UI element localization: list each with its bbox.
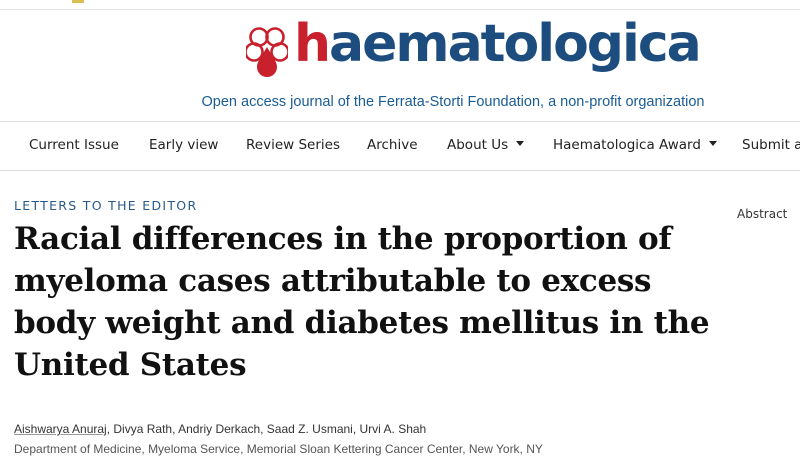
logo-wordmark-h: h (294, 14, 331, 74)
logo-wordmark: haematologica (294, 14, 702, 74)
nav-label: Archive (367, 137, 418, 153)
nav-item-haematologica-award[interactable]: Haematologica Award (553, 137, 717, 153)
sidebar-abstract-link[interactable]: Abstract (737, 207, 788, 221)
nav-label: About Us (447, 137, 509, 153)
nav-label: Early view (149, 137, 219, 153)
top-strip (0, 0, 800, 10)
article-title: Racial differences in the proportion of … (14, 221, 710, 383)
nav-label: Haematologica Award (553, 137, 701, 153)
nav-label: Review Series (246, 137, 340, 153)
author-link[interactable]: Divya Rath (113, 422, 173, 436)
logo-wordmark-rest: aematologica (329, 14, 702, 74)
nav-label: Submit a (742, 137, 800, 153)
author-affiliation: Department of Medicine, Myeloma Service,… (14, 442, 543, 456)
journal-tagline: Open access journal of the Ferrata-Stort… (201, 94, 705, 110)
nav-item-current-issue[interactable]: Current Issue (29, 137, 119, 153)
nav-label: Current Issue (29, 137, 119, 153)
nav-item-archive[interactable]: Archive (367, 137, 418, 153)
author-link[interactable]: Aishwarya Anuraj (14, 422, 107, 436)
nav-item-submit[interactable]: Submit a (742, 137, 800, 153)
logo-cells-icon (246, 27, 288, 77)
author-link[interactable]: Andriy Derkach (178, 422, 261, 436)
chevron-down-icon (708, 140, 717, 146)
author-link[interactable]: Urvi A. Shah (359, 422, 427, 436)
nav-item-early-view[interactable]: Early view (149, 137, 218, 153)
nav-item-review-series[interactable]: Review Series (246, 137, 340, 153)
section-label[interactable]: LETTERS TO THE EDITOR (14, 198, 198, 213)
top-strip-accent (72, 0, 84, 3)
nav-item-about-us[interactable]: About Us (447, 137, 525, 153)
author-list: Aishwarya Anuraj, Divya Rath, Andriy Der… (14, 422, 427, 436)
chevron-down-icon (516, 140, 525, 146)
main-nav: Current Issue Early view Review Series A… (0, 121, 800, 171)
author-link[interactable]: Saad Z. Usmani (266, 422, 353, 436)
